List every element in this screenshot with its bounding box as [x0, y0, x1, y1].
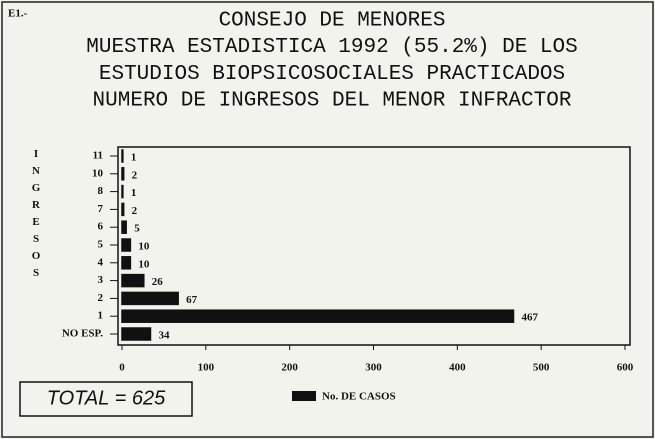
legend-label: No. DE CASOS [322, 391, 396, 403]
y-tick-label: 6 [98, 221, 104, 233]
value-label: 26 [152, 276, 164, 288]
value-label: 10 [138, 241, 150, 253]
x-tick-label: 0 [119, 362, 125, 374]
bar [121, 220, 127, 234]
y-tick-label: 5 [98, 239, 104, 251]
bar [121, 327, 152, 341]
x-tick-label: 200 [281, 362, 298, 374]
bar [121, 309, 515, 323]
x-tick-label: 600 [617, 362, 634, 374]
value-label: 34 [159, 330, 171, 342]
y-tick-label: 1 [98, 310, 104, 322]
title-line: NUMERO DE INGRESOS DEL MENOR INFRACTOR [93, 90, 572, 113]
total-box [19, 381, 193, 417]
y-tick-label: 4 [98, 256, 104, 268]
x-tick-label: 100 [198, 362, 215, 374]
value-label: 2 [132, 169, 138, 181]
title-line: MUESTRA ESTADISTICA 1992 (55.2%) DE LOS [86, 36, 577, 59]
value-label: 1 [131, 187, 137, 199]
y-tick-label: 11 [93, 150, 103, 162]
title-line: ESTUDIOS BIOPSICOSOCIALES PRACTICADOS [99, 63, 565, 86]
value-label: 467 [522, 312, 539, 324]
title-line: CONSEJO DE MENORES [219, 10, 446, 33]
bar [121, 256, 132, 270]
x-tick-label: 400 [449, 362, 466, 374]
x-tick-label: 300 [365, 362, 382, 374]
bar [121, 149, 124, 163]
y-axis-label: INGRESOS [30, 148, 42, 284]
y-tick-label: NO ESP. [62, 328, 103, 340]
bar [121, 291, 179, 306]
bar [121, 273, 145, 288]
bar [121, 238, 132, 252]
bar [121, 184, 124, 199]
value-label: 2 [132, 205, 138, 217]
y-tick-label: 10 [92, 167, 104, 179]
y-tick-label: 2 [98, 292, 104, 304]
value-label: 67 [186, 294, 198, 306]
legend-swatch [292, 391, 316, 401]
value-label: 5 [134, 223, 140, 235]
value-label: 1 [131, 152, 137, 164]
y-tick-label: 7 [98, 203, 104, 215]
total-label: TOTAL = 625 [47, 387, 166, 409]
bar [121, 202, 125, 217]
bar [121, 167, 125, 181]
x-tick-label: 500 [533, 362, 550, 374]
corner-label: E1.- [8, 8, 28, 20]
y-tick-label: 3 [98, 274, 104, 286]
y-tick-label: 8 [98, 185, 104, 197]
value-label: 10 [138, 258, 150, 270]
